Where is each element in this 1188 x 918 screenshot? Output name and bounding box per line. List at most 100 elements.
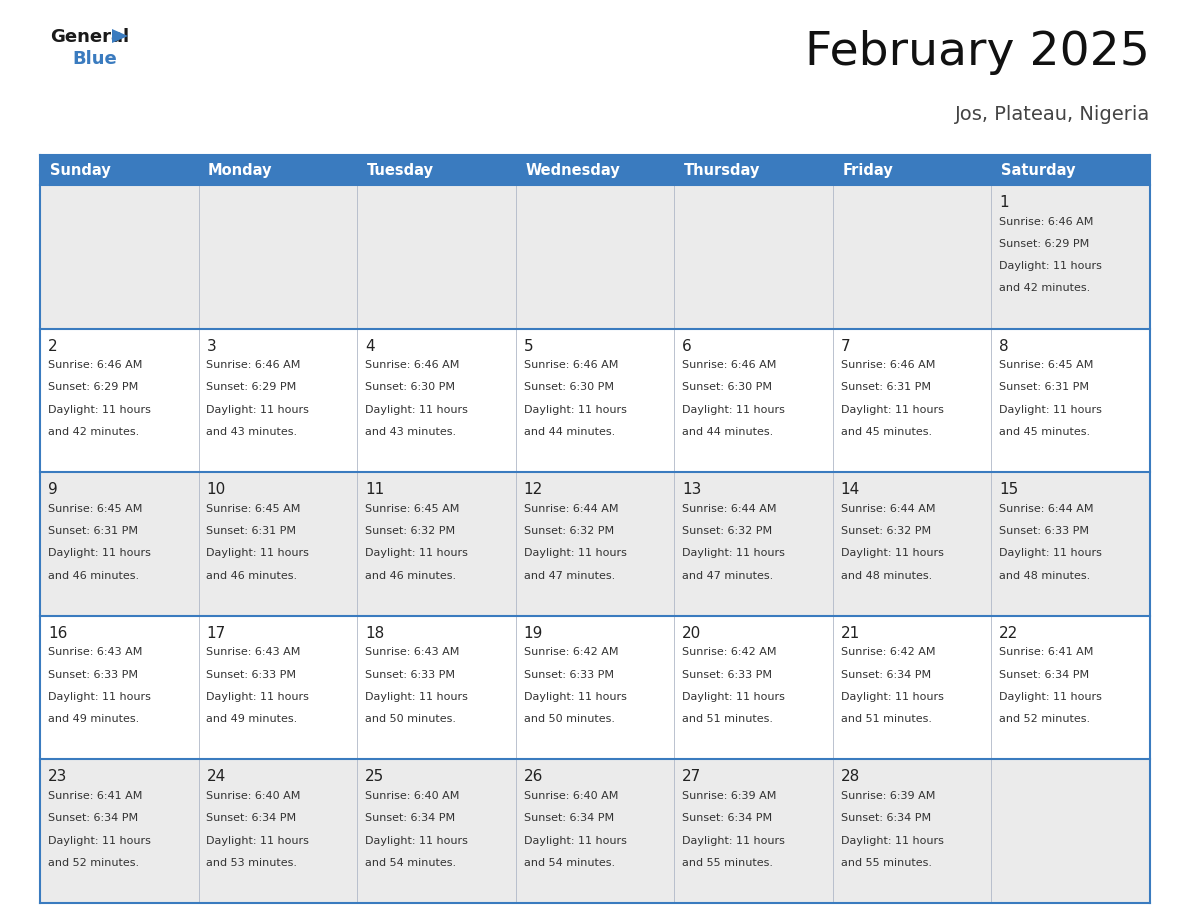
Text: and 45 minutes.: and 45 minutes. bbox=[841, 427, 931, 437]
Text: and 50 minutes.: and 50 minutes. bbox=[524, 714, 614, 724]
Text: Sunset: 6:33 PM: Sunset: 6:33 PM bbox=[999, 526, 1089, 536]
Text: Wednesday: Wednesday bbox=[525, 162, 620, 177]
Text: and 50 minutes.: and 50 minutes. bbox=[365, 714, 456, 724]
Text: 21: 21 bbox=[841, 626, 860, 641]
Text: 20: 20 bbox=[682, 626, 701, 641]
Bar bbox=[40, 616, 1150, 759]
Text: Daylight: 11 hours: Daylight: 11 hours bbox=[999, 405, 1102, 415]
Text: Sunset: 6:31 PM: Sunset: 6:31 PM bbox=[48, 526, 138, 536]
Text: Daylight: 11 hours: Daylight: 11 hours bbox=[841, 548, 943, 558]
Text: Sunset: 6:33 PM: Sunset: 6:33 PM bbox=[207, 669, 297, 679]
Text: Daylight: 11 hours: Daylight: 11 hours bbox=[207, 548, 309, 558]
Text: and 49 minutes.: and 49 minutes. bbox=[207, 714, 298, 724]
Bar bbox=[198, 155, 358, 185]
Text: Sunrise: 6:46 AM: Sunrise: 6:46 AM bbox=[207, 360, 301, 370]
Text: Sunrise: 6:46 AM: Sunrise: 6:46 AM bbox=[999, 217, 1094, 227]
Text: Sunset: 6:30 PM: Sunset: 6:30 PM bbox=[365, 383, 455, 393]
Text: Daylight: 11 hours: Daylight: 11 hours bbox=[682, 835, 785, 845]
Text: 18: 18 bbox=[365, 626, 385, 641]
Text: Daylight: 11 hours: Daylight: 11 hours bbox=[48, 548, 151, 558]
Bar bbox=[516, 155, 675, 185]
Text: and 45 minutes.: and 45 minutes. bbox=[999, 427, 1091, 437]
Text: 14: 14 bbox=[841, 482, 860, 498]
Polygon shape bbox=[112, 29, 128, 43]
Text: Sunrise: 6:45 AM: Sunrise: 6:45 AM bbox=[365, 504, 460, 514]
Text: and 44 minutes.: and 44 minutes. bbox=[682, 427, 773, 437]
Text: Sunrise: 6:39 AM: Sunrise: 6:39 AM bbox=[841, 791, 935, 801]
Text: Sunset: 6:31 PM: Sunset: 6:31 PM bbox=[999, 383, 1089, 393]
Text: Sunrise: 6:42 AM: Sunrise: 6:42 AM bbox=[682, 647, 777, 657]
Text: Daylight: 11 hours: Daylight: 11 hours bbox=[207, 835, 309, 845]
Text: Jos, Plateau, Nigeria: Jos, Plateau, Nigeria bbox=[955, 105, 1150, 124]
Text: Sunrise: 6:44 AM: Sunrise: 6:44 AM bbox=[524, 504, 618, 514]
Text: Daylight: 11 hours: Daylight: 11 hours bbox=[207, 692, 309, 702]
Text: and 47 minutes.: and 47 minutes. bbox=[682, 571, 773, 580]
Text: and 49 minutes.: and 49 minutes. bbox=[48, 714, 139, 724]
Text: Sunrise: 6:39 AM: Sunrise: 6:39 AM bbox=[682, 791, 777, 801]
Text: Sunrise: 6:41 AM: Sunrise: 6:41 AM bbox=[999, 647, 1094, 657]
Bar bbox=[40, 329, 1150, 472]
Text: Sunrise: 6:46 AM: Sunrise: 6:46 AM bbox=[524, 360, 618, 370]
Text: Daylight: 11 hours: Daylight: 11 hours bbox=[999, 548, 1102, 558]
Text: and 48 minutes.: and 48 minutes. bbox=[999, 571, 1091, 580]
Text: Sunset: 6:31 PM: Sunset: 6:31 PM bbox=[841, 383, 930, 393]
Text: and 46 minutes.: and 46 minutes. bbox=[365, 571, 456, 580]
Text: Saturday: Saturday bbox=[1001, 162, 1075, 177]
Text: and 52 minutes.: and 52 minutes. bbox=[999, 714, 1091, 724]
Text: Daylight: 11 hours: Daylight: 11 hours bbox=[365, 405, 468, 415]
Text: Sunset: 6:34 PM: Sunset: 6:34 PM bbox=[999, 669, 1089, 679]
Text: 10: 10 bbox=[207, 482, 226, 498]
Bar bbox=[358, 155, 516, 185]
Text: and 55 minutes.: and 55 minutes. bbox=[841, 857, 931, 868]
Text: Sunset: 6:34 PM: Sunset: 6:34 PM bbox=[841, 669, 931, 679]
Text: 8: 8 bbox=[999, 339, 1009, 353]
Text: and 46 minutes.: and 46 minutes. bbox=[48, 571, 139, 580]
Bar bbox=[675, 155, 833, 185]
Text: and 44 minutes.: and 44 minutes. bbox=[524, 427, 615, 437]
Text: Daylight: 11 hours: Daylight: 11 hours bbox=[841, 692, 943, 702]
Text: Sunrise: 6:45 AM: Sunrise: 6:45 AM bbox=[207, 504, 301, 514]
Text: Daylight: 11 hours: Daylight: 11 hours bbox=[524, 548, 626, 558]
Bar bbox=[992, 155, 1150, 185]
Text: Sunset: 6:34 PM: Sunset: 6:34 PM bbox=[524, 813, 614, 823]
Text: Daylight: 11 hours: Daylight: 11 hours bbox=[48, 692, 151, 702]
Text: Daylight: 11 hours: Daylight: 11 hours bbox=[682, 548, 785, 558]
Text: and 42 minutes.: and 42 minutes. bbox=[999, 284, 1091, 294]
Bar bbox=[40, 185, 1150, 329]
Text: Sunrise: 6:46 AM: Sunrise: 6:46 AM bbox=[841, 360, 935, 370]
Text: Sunrise: 6:44 AM: Sunrise: 6:44 AM bbox=[999, 504, 1094, 514]
Text: and 42 minutes.: and 42 minutes. bbox=[48, 427, 139, 437]
Text: Sunset: 6:32 PM: Sunset: 6:32 PM bbox=[524, 526, 614, 536]
Text: Sunset: 6:29 PM: Sunset: 6:29 PM bbox=[999, 239, 1089, 249]
Text: 24: 24 bbox=[207, 769, 226, 785]
Text: Sunset: 6:34 PM: Sunset: 6:34 PM bbox=[841, 813, 931, 823]
Text: and 53 minutes.: and 53 minutes. bbox=[207, 857, 297, 868]
Text: Sunset: 6:34 PM: Sunset: 6:34 PM bbox=[682, 813, 772, 823]
Text: Sunset: 6:32 PM: Sunset: 6:32 PM bbox=[841, 526, 931, 536]
Text: 5: 5 bbox=[524, 339, 533, 353]
Text: Sunrise: 6:43 AM: Sunrise: 6:43 AM bbox=[365, 647, 460, 657]
Text: Daylight: 11 hours: Daylight: 11 hours bbox=[207, 405, 309, 415]
Text: Sunrise: 6:46 AM: Sunrise: 6:46 AM bbox=[365, 360, 460, 370]
Text: and 54 minutes.: and 54 minutes. bbox=[524, 857, 614, 868]
Text: 25: 25 bbox=[365, 769, 385, 785]
Text: Sunrise: 6:40 AM: Sunrise: 6:40 AM bbox=[365, 791, 460, 801]
Text: and 55 minutes.: and 55 minutes. bbox=[682, 857, 773, 868]
Text: 26: 26 bbox=[524, 769, 543, 785]
Text: Sunrise: 6:45 AM: Sunrise: 6:45 AM bbox=[999, 360, 1094, 370]
Text: 27: 27 bbox=[682, 769, 701, 785]
Text: Sunset: 6:33 PM: Sunset: 6:33 PM bbox=[682, 669, 772, 679]
Text: Daylight: 11 hours: Daylight: 11 hours bbox=[999, 692, 1102, 702]
Text: February 2025: February 2025 bbox=[805, 30, 1150, 75]
Text: Sunset: 6:32 PM: Sunset: 6:32 PM bbox=[682, 526, 772, 536]
Text: 13: 13 bbox=[682, 482, 702, 498]
Text: Sunset: 6:29 PM: Sunset: 6:29 PM bbox=[207, 383, 297, 393]
Text: 28: 28 bbox=[841, 769, 860, 785]
Text: 17: 17 bbox=[207, 626, 226, 641]
Bar bbox=[40, 155, 198, 185]
Text: Tuesday: Tuesday bbox=[367, 162, 434, 177]
Text: 11: 11 bbox=[365, 482, 385, 498]
Text: 3: 3 bbox=[207, 339, 216, 353]
Text: Daylight: 11 hours: Daylight: 11 hours bbox=[682, 405, 785, 415]
Text: 15: 15 bbox=[999, 482, 1018, 498]
